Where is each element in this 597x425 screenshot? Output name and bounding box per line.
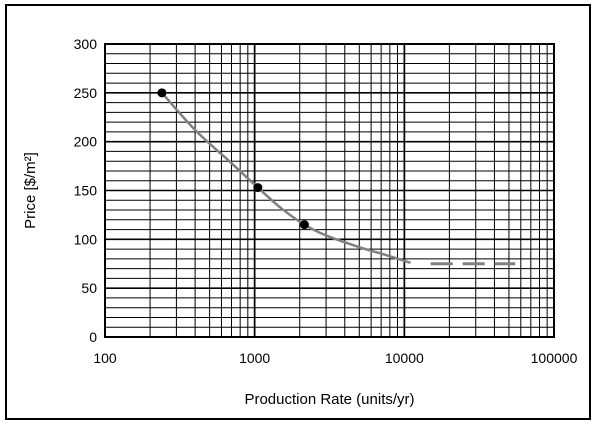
y-tick-label: 250	[74, 85, 98, 101]
data-points	[157, 88, 309, 230]
y-tick-label: 50	[81, 280, 97, 296]
chart-frame: 0 50 100 150 200 250 300 100 1000 10000 100000 Pr…	[5, 4, 591, 420]
y-tick-label: 150	[74, 183, 98, 199]
x-tick-label: 100	[93, 350, 117, 366]
y-tick-labels: 0 50 100 150 200 250 300	[74, 36, 98, 345]
data-point	[299, 220, 309, 230]
y-tick-label: 200	[74, 134, 98, 150]
y-tick-label: 300	[74, 36, 98, 52]
data-point	[157, 88, 167, 98]
x-tick-label: 100000	[531, 350, 578, 366]
y-tick-label: 100	[74, 231, 98, 247]
grid	[104, 43, 555, 338]
y-tick-label: 0	[89, 329, 97, 345]
plot-area-border	[104, 43, 555, 338]
x-axis-title: Production Rate (units/yr)	[244, 391, 414, 408]
x-tick-label: 1000	[239, 350, 270, 366]
x-tick-label: 10000	[385, 350, 424, 366]
price-curve	[160, 91, 411, 264]
x-tick-labels: 100 1000 10000 100000	[93, 350, 577, 366]
data-point	[253, 183, 263, 193]
price-vs-production-chart: 0 50 100 150 200 250 300 100 1000 10000 100000 Pr…	[22, 36, 578, 408]
y-axis-title: Price [$/m²]	[22, 152, 39, 229]
